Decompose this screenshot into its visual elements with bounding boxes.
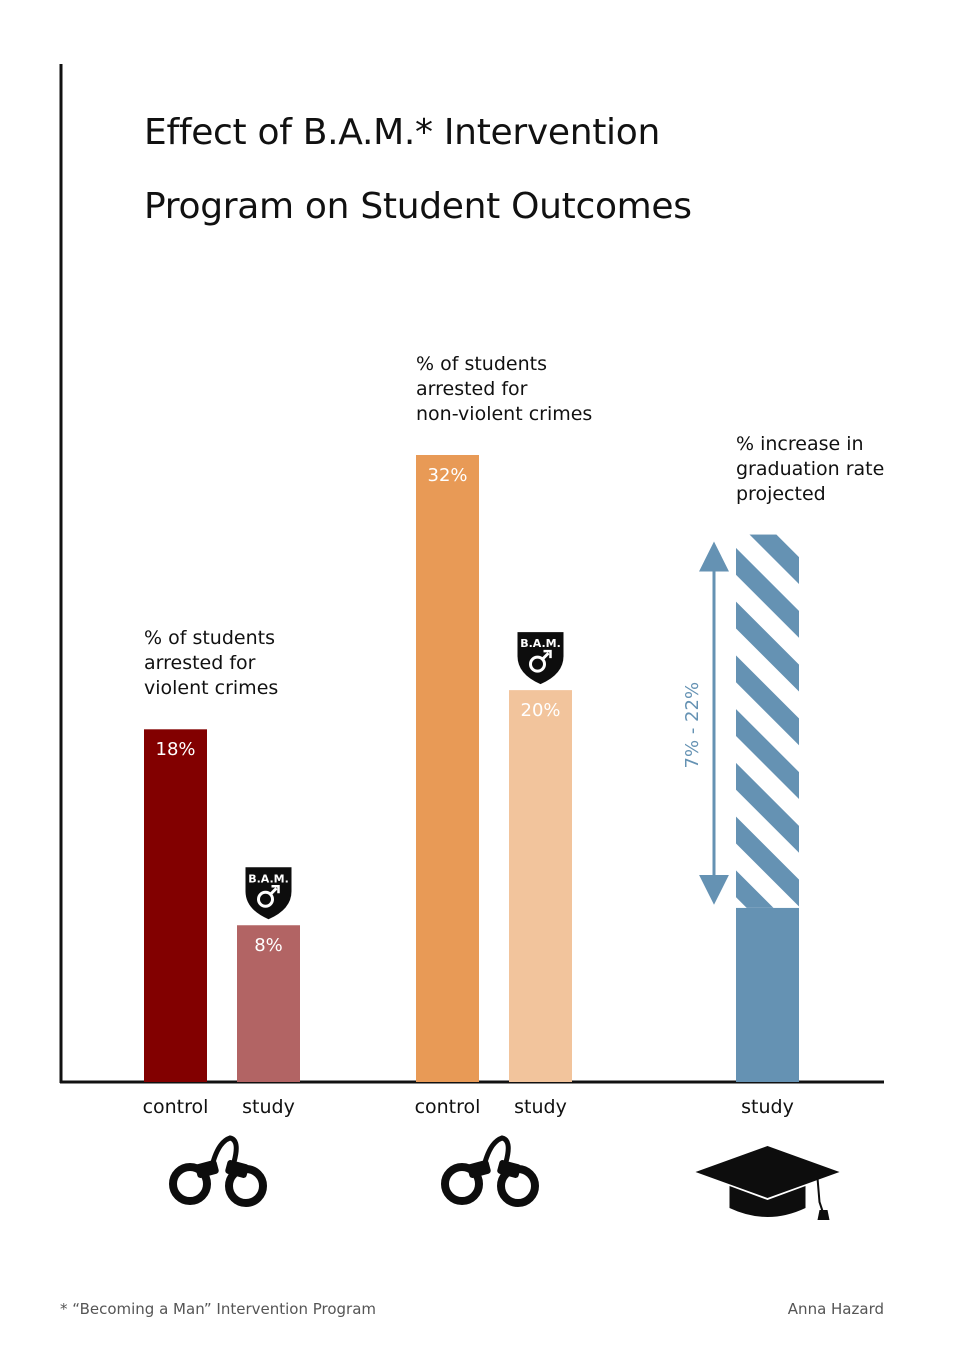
graduation-cap-icon: [695, 1146, 840, 1220]
male-symbol-arrow: [271, 885, 280, 894]
bam-badge-icon: B.A.M.: [517, 632, 564, 685]
handcuffs-icon: [441, 1135, 539, 1207]
x-tick-label-1-1: study: [514, 1096, 567, 1118]
male-symbol-arrow: [543, 649, 552, 659]
group-label-2-line-0: % increase in: [736, 432, 864, 455]
group-label-0-line-1: arrested for: [144, 652, 256, 675]
group-label-1-line-2: non-violent crimes: [416, 403, 593, 425]
bar-1-1: [509, 690, 572, 1082]
chart-title-line-1: Effect of B.A.M.* Intervention: [144, 112, 660, 153]
bar-1-0: [416, 455, 479, 1082]
x-tick-label-0-1: study: [242, 1096, 295, 1118]
male-symbol-stem: [269, 887, 278, 896]
bam-badge-icon: B.A.M.: [245, 867, 292, 920]
male-symbol-stem: [541, 652, 550, 661]
group-label-1-line-1: arrested for: [416, 378, 528, 400]
footnote: * “Becoming a Man” Intervention Program: [60, 1300, 377, 1318]
group-label-2-line-1: graduation rate: [736, 457, 885, 480]
group-label-0-line-0: % of students: [144, 627, 275, 650]
bar-2-0-range: [736, 534, 799, 908]
bar-0-0: [144, 729, 207, 1082]
group-label-2-line-2: projected: [736, 482, 826, 505]
chart-title-line-2: Program on Student Outcomes: [144, 186, 692, 227]
x-tick-label-1-0: control: [414, 1096, 481, 1118]
male-symbol-circle: [529, 655, 546, 673]
bam-badge-text: B.A.M.: [520, 637, 561, 650]
x-tick-label-0-0: control: [142, 1096, 209, 1118]
bar-value-label-1-0: 32%: [427, 465, 468, 486]
bam-badge-text: B.A.M.: [248, 872, 289, 885]
group-label-0-line-2: violent crimes: [144, 677, 279, 700]
group-label-1-line-0: % of students: [416, 353, 547, 375]
handcuffs-icon: [169, 1135, 267, 1207]
author-credit: Anna Hazard: [787, 1300, 884, 1318]
range-label: 7% - 22%: [682, 682, 703, 769]
bar-value-label-1-1: 20%: [520, 700, 561, 722]
bar-value-label-0-1: 8%: [254, 935, 283, 957]
bar-0-1: [237, 925, 300, 1082]
bar-value-label-0-0: 18%: [155, 739, 196, 761]
bar-2-0-solid: [736, 907, 799, 1082]
x-tick-label-2-0: study: [741, 1096, 794, 1118]
male-symbol-circle: [257, 890, 274, 908]
